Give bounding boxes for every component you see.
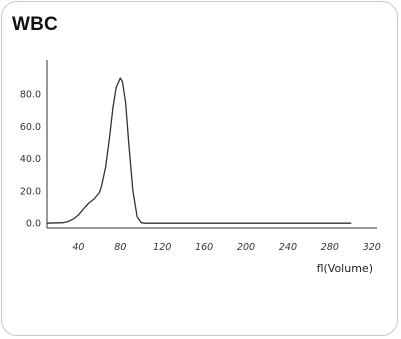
x-tick-label: 80 xyxy=(114,242,126,253)
x-tick-label: 160 xyxy=(195,242,213,253)
y-tick-label: 20.0 xyxy=(20,186,41,197)
x-tick-label: 320 xyxy=(363,242,381,253)
y-tick-label: 80.0 xyxy=(20,90,41,101)
wbc-histogram-card: WBC xyxy=(1,1,398,336)
x-tick-label: 280 xyxy=(321,242,339,253)
y-tick-group: 0.0 20.0 40.0 60.0 80.0 xyxy=(20,90,41,230)
card-title: WBC xyxy=(12,14,58,35)
x-tick-label: 120 xyxy=(153,242,171,253)
y-tick-label: 60.0 xyxy=(20,122,41,133)
x-tick-label: 240 xyxy=(279,242,297,253)
x-tick-label: 200 xyxy=(237,242,255,253)
y-tick-label: 40.0 xyxy=(20,154,41,165)
x-tick-label: 40 xyxy=(72,242,84,253)
x-tick-group: 40 80 120 160 200 240 280 320 xyxy=(72,242,380,253)
x-axis-label: fl(Volume) xyxy=(317,262,373,275)
series-line-wbc xyxy=(46,77,352,224)
y-tick-label: 0.0 xyxy=(26,219,41,230)
